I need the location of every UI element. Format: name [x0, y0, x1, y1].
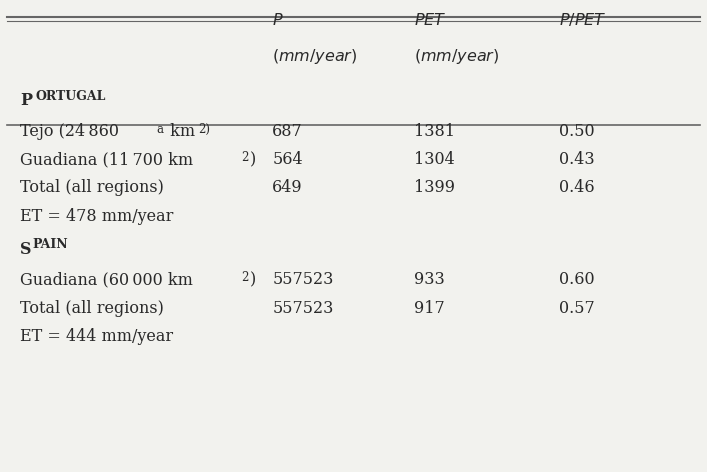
- Text: 2: 2: [241, 151, 248, 164]
- Text: $PET$: $PET$: [414, 12, 446, 29]
- Text: Guadiana (60 000 km: Guadiana (60 000 km: [20, 271, 193, 288]
- Text: 2): 2): [199, 123, 211, 136]
- Text: 917: 917: [414, 300, 444, 317]
- Text: ET = 478 mm/year: ET = 478 mm/year: [20, 208, 173, 225]
- Text: 564: 564: [272, 151, 303, 168]
- Text: a: a: [156, 123, 163, 136]
- Text: 0.57: 0.57: [559, 300, 595, 317]
- Text: $P/PET$: $P/PET$: [559, 12, 606, 29]
- Text: 0.60: 0.60: [559, 271, 594, 288]
- Text: P: P: [20, 92, 32, 109]
- Text: $P$: $P$: [272, 12, 284, 29]
- Text: 2: 2: [241, 271, 248, 285]
- Text: S: S: [20, 241, 31, 258]
- Text: $(mm/year)$: $(mm/year)$: [414, 47, 499, 66]
- Text: 649: 649: [272, 179, 303, 196]
- Text: 933: 933: [414, 271, 444, 288]
- Text: ): ): [250, 271, 256, 288]
- Text: 687: 687: [272, 123, 303, 140]
- Text: ): ): [250, 151, 256, 168]
- Text: PAIN: PAIN: [33, 238, 68, 252]
- Text: $(mm/year)$: $(mm/year)$: [272, 47, 358, 66]
- Text: 1304: 1304: [414, 151, 455, 168]
- Text: Tejo (24 860: Tejo (24 860: [20, 123, 119, 140]
- Text: 1399: 1399: [414, 179, 455, 196]
- Text: 557523: 557523: [272, 271, 334, 288]
- Text: 0.50: 0.50: [559, 123, 594, 140]
- Text: ORTUGAL: ORTUGAL: [35, 90, 106, 103]
- Text: 0.43: 0.43: [559, 151, 594, 168]
- Text: 557523: 557523: [272, 300, 334, 317]
- Text: Total (all regions): Total (all regions): [20, 179, 164, 196]
- Text: 1381: 1381: [414, 123, 455, 140]
- Text: Guadiana (11 700 km: Guadiana (11 700 km: [20, 151, 193, 168]
- Text: Total (all regions): Total (all regions): [20, 300, 164, 317]
- Text: km: km: [165, 123, 195, 140]
- Text: 0.46: 0.46: [559, 179, 594, 196]
- Text: ET = 444 mm/year: ET = 444 mm/year: [20, 328, 173, 345]
